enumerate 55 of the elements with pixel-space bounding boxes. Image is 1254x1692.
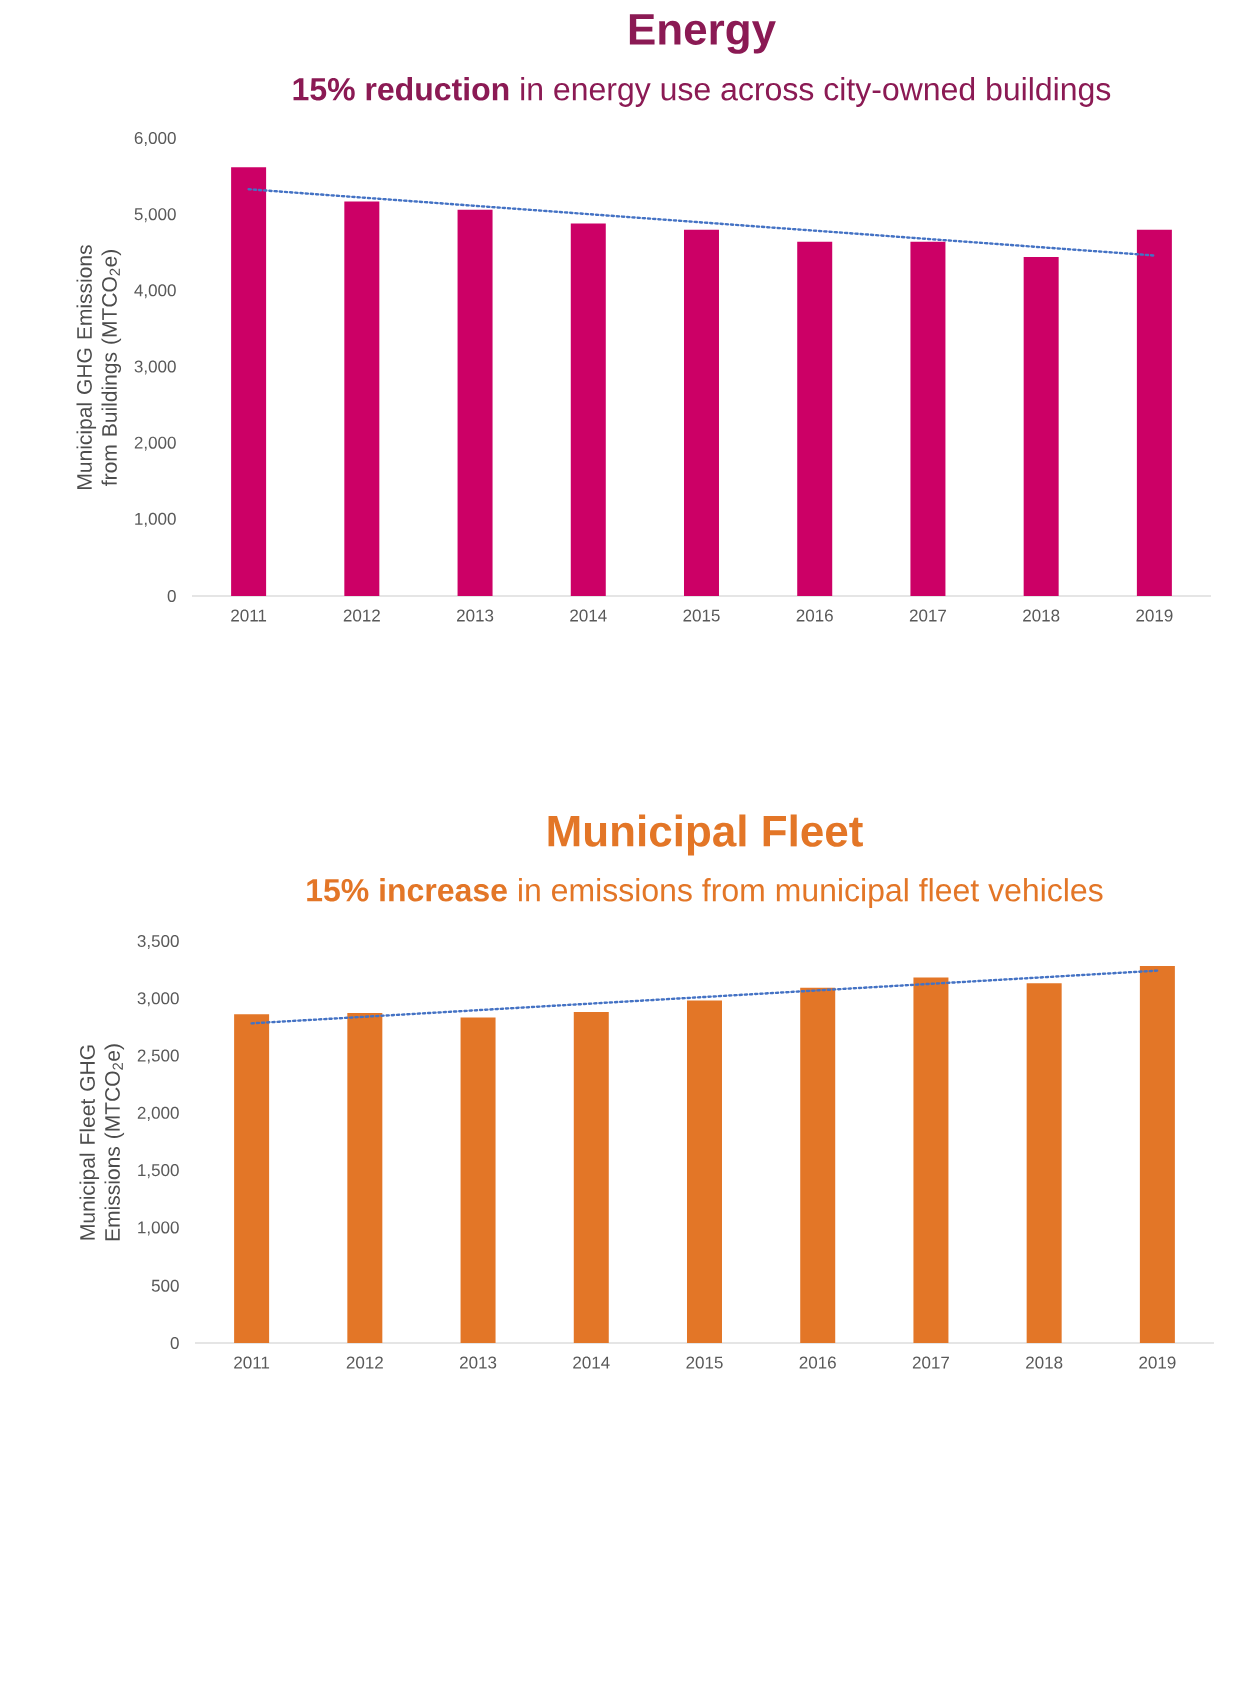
y-tick-label: 1,000 [138,1221,179,1236]
bar [913,977,949,1343]
bar [460,1017,496,1343]
x-tick-label: 2015 [683,609,720,622]
bar [347,1013,383,1343]
bar [344,201,380,596]
y-tick-label: 5,000 [134,208,176,223]
chart-title: Municipal Fleet [548,814,863,856]
y-tick-label: 2,500 [137,1049,179,1064]
chart-title: Energy [629,14,776,54]
y-tick-label: 0 [167,589,176,603]
x-tick-label: 2015 [686,1356,723,1369]
bar [1023,257,1059,596]
x-tick-label: 2014 [573,1356,610,1369]
bar [797,241,833,596]
x-tick-label: 2017 [909,609,946,622]
bar [234,1014,270,1343]
y-tick-label: 3,500 [137,934,179,950]
x-tick-label: 2014 [570,609,607,622]
x-tick-label: 2019 [1136,609,1173,622]
y-tick-label: 0 [170,1336,179,1350]
x-tick-label: 2019 [1139,1356,1176,1369]
x-tick-label: 2011 [231,609,267,622]
x-tick-label: 2013 [457,609,494,622]
x-tick-label: 2016 [799,1356,836,1369]
x-tick-label: 2018 [1026,1356,1063,1369]
bar [800,987,836,1343]
y-tick-label: 2,000 [134,436,176,451]
bar [1136,229,1172,596]
bar [910,241,946,596]
y-tick-label: 1,000 [135,512,176,527]
y-tick-label: 3,000 [134,360,176,375]
y-tick-label: 3,000 [137,992,179,1007]
bar [573,1011,609,1343]
y-tick-label: 6,000 [134,131,176,147]
y-tick-label: 2,000 [137,1106,179,1121]
y-tick-label: 4,000 [134,284,176,299]
bar [570,223,606,596]
bar [687,1000,722,1343]
chart-subtitle: 15% increase in emissions from municipal fleet vehicles [307,878,1103,908]
bar [457,209,493,596]
chart-subtitle: 15% reduction in energy use across city-owned buildings [293,77,1111,107]
x-tick-label: 2018 [1023,609,1060,622]
bar [1139,966,1175,1343]
x-tick-label: 2016 [796,609,833,622]
bar [231,167,267,596]
bar [683,229,719,596]
x-tick-label: 2011 [234,1356,270,1369]
y-tick-label: 500 [151,1279,179,1292]
bar [1026,983,1062,1343]
x-tick-label: 2012 [343,609,380,622]
x-tick-label: 2017 [912,1356,949,1369]
y-tick-label: 1,500 [138,1164,179,1179]
x-tick-label: 2013 [460,1356,497,1369]
x-tick-label: 2012 [346,1356,383,1369]
